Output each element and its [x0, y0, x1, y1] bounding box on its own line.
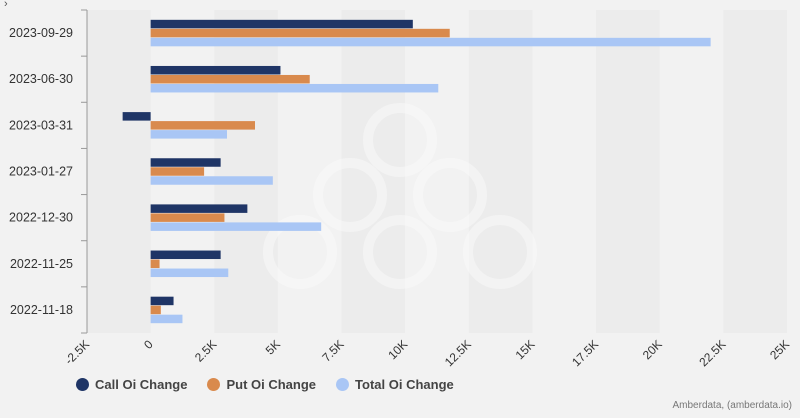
x-tick-label: 2.5K — [192, 337, 219, 364]
bar-put-oi-change[interactable] — [150, 259, 160, 269]
bar-call-oi-change[interactable] — [150, 158, 221, 167]
x-tick-label: 12.5K — [442, 337, 474, 369]
x-axis-ticks: -2.5K 0 2.5K 5K 7.5K 10K 12.5K 15K 17.5K 20K 22.5K… — [62, 337, 792, 369]
legend-label-put: Put Oi Change — [226, 377, 317, 392]
x-tick-label: 0 — [141, 337, 156, 352]
legend-item-call[interactable]: Call Oi Change — [76, 377, 187, 392]
legend: Call Oi Change Put Oi Change Total Oi Ch… — [76, 377, 454, 392]
x-tick-label: 22.5K — [696, 337, 728, 369]
bar-total-oi-change[interactable] — [150, 176, 273, 185]
legend-item-put[interactable]: Put Oi Change — [207, 377, 316, 392]
y-category-label: 2023-09-29 — [9, 26, 73, 40]
y-axis-categories: 2023-09-29 2023-06-30 2023-03-31 2023-01-27… — [9, 9, 87, 334]
legend-swatch-put — [207, 378, 221, 391]
bar-call-oi-change[interactable] — [150, 65, 281, 75]
bar-put-oi-change[interactable] — [150, 167, 205, 176]
legend-label-total: Total Oi Change — [355, 377, 454, 392]
bars — [122, 19, 711, 324]
x-tick-label: -2.5K — [62, 337, 92, 367]
x-tick-label: 17.5K — [569, 337, 601, 369]
bar-put-oi-change[interactable] — [150, 305, 161, 315]
legend-swatch-total — [336, 378, 350, 391]
bar-call-oi-change[interactable] — [150, 296, 174, 306]
y-category-label: 2023-01-27 — [9, 165, 73, 179]
x-tick-label: 20K — [640, 337, 665, 362]
legend-item-total[interactable]: Total Oi Change — [336, 377, 454, 392]
y-category-label: 2022-12-30 — [9, 211, 73, 225]
bar-call-oi-change[interactable] — [150, 204, 248, 213]
bar-chart: 2023-09-29 2023-06-30 2023-03-31 2023-01-27… — [9, 9, 792, 369]
bar-call-oi-change[interactable] — [122, 112, 151, 121]
y-category-label: 2022-11-25 — [10, 257, 73, 271]
grid-band — [659, 10, 724, 333]
bar-total-oi-change[interactable] — [150, 83, 439, 93]
chevron-right-icon[interactable]: › — [4, 0, 8, 10]
grid-band — [596, 10, 660, 333]
x-tick-label: 15K — [513, 337, 538, 362]
credits[interactable]: Amberdata, (amberdata.io) — [672, 400, 792, 411]
bar-put-oi-change[interactable] — [150, 121, 255, 130]
bar-call-oi-change[interactable] — [150, 250, 221, 260]
grid-band — [532, 10, 597, 333]
bar-total-oi-change[interactable] — [150, 222, 322, 231]
y-category-label: 2022-11-18 — [10, 303, 73, 317]
bar-total-oi-change[interactable] — [150, 268, 229, 278]
bar-call-oi-change[interactable] — [150, 19, 413, 29]
x-tick-label: 25K — [767, 337, 792, 362]
y-category-label: 2023-03-31 — [9, 118, 73, 132]
bar-total-oi-change[interactable] — [150, 130, 227, 139]
bar-put-oi-change[interactable] — [150, 28, 450, 38]
bar-total-oi-change[interactable] — [150, 314, 183, 324]
y-category-label: 2023-06-30 — [9, 72, 73, 86]
x-tick-label: 5K — [263, 337, 283, 357]
bar-total-oi-change[interactable] — [150, 37, 711, 47]
grid-band — [87, 10, 151, 333]
x-tick-label: 10K — [385, 337, 410, 362]
bar-put-oi-change[interactable] — [150, 213, 225, 222]
legend-swatch-call — [76, 378, 89, 391]
x-tick-label: 7.5K — [319, 337, 346, 364]
amberdata-watermark-logo — [263, 103, 537, 289]
legend-label-call: Call Oi Change — [95, 377, 188, 392]
grid-band — [723, 10, 787, 333]
bar-put-oi-change[interactable] — [150, 74, 310, 84]
grid-band — [214, 10, 278, 333]
